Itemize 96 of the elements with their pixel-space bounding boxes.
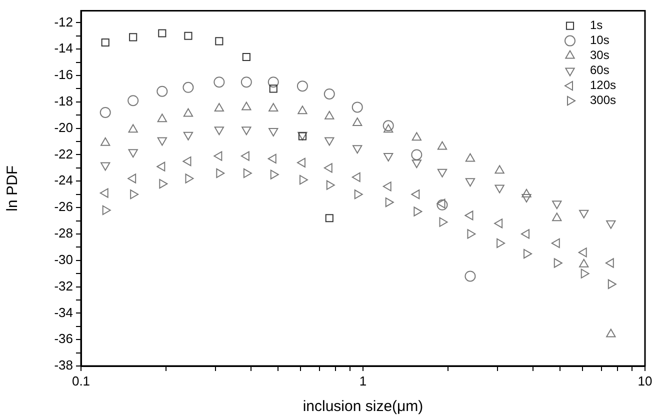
x-tick-label: 0.1 xyxy=(72,373,90,388)
point xyxy=(324,110,334,120)
point xyxy=(268,76,279,88)
point xyxy=(324,137,334,146)
y-tick-label: -14 xyxy=(54,40,73,56)
point xyxy=(494,218,503,228)
y-tick-label: -18 xyxy=(54,93,73,108)
point xyxy=(214,126,224,136)
point xyxy=(100,106,111,118)
y-tick-label: -26 xyxy=(54,199,73,214)
point xyxy=(579,258,589,268)
y-axis-title: ln PDF xyxy=(4,165,22,212)
point xyxy=(214,103,224,112)
point xyxy=(100,188,108,198)
point xyxy=(299,174,308,185)
point xyxy=(436,199,448,210)
point xyxy=(100,162,110,171)
point xyxy=(437,168,448,178)
point xyxy=(494,184,504,194)
y-tick-label: -20 xyxy=(54,120,73,135)
point xyxy=(467,229,476,239)
y-tick-label: -22 xyxy=(54,146,73,162)
point xyxy=(129,33,138,42)
point xyxy=(128,149,138,158)
point xyxy=(354,190,363,200)
legend-label: 30s xyxy=(590,48,610,62)
point xyxy=(352,118,362,126)
point xyxy=(551,238,560,248)
point xyxy=(382,182,392,192)
point xyxy=(158,29,166,38)
point xyxy=(324,88,335,100)
point xyxy=(326,180,335,190)
point xyxy=(606,220,616,229)
point xyxy=(268,103,278,112)
point xyxy=(185,174,194,184)
legend-label: 10s xyxy=(590,33,610,48)
point xyxy=(296,80,308,92)
point xyxy=(296,158,306,168)
point xyxy=(242,102,252,110)
point xyxy=(183,132,194,140)
point xyxy=(522,188,532,198)
y-tick-label: -16 xyxy=(54,67,73,82)
point xyxy=(240,76,252,88)
legend-label: 60s xyxy=(590,63,610,78)
point xyxy=(298,106,308,114)
point xyxy=(240,151,250,161)
point xyxy=(268,128,278,136)
point xyxy=(608,279,616,289)
point xyxy=(128,95,139,106)
y-tick-label: -32 xyxy=(54,278,73,294)
point xyxy=(156,162,166,172)
point xyxy=(183,108,194,117)
point xyxy=(100,137,110,146)
x-tick-label: 10 xyxy=(638,373,652,388)
point xyxy=(157,114,167,122)
point xyxy=(270,170,279,180)
point xyxy=(325,214,334,222)
point xyxy=(102,205,111,216)
point xyxy=(437,141,448,150)
point xyxy=(130,190,139,200)
legend-label: 1s xyxy=(590,18,603,32)
point xyxy=(439,217,448,227)
point xyxy=(214,151,222,161)
point xyxy=(524,248,532,259)
point xyxy=(182,82,194,93)
point xyxy=(101,38,110,47)
y-tick-label: -12 xyxy=(54,14,73,30)
point xyxy=(578,248,587,258)
point xyxy=(411,190,420,200)
point xyxy=(128,124,138,133)
point xyxy=(269,84,278,93)
y-tick-label: -34 xyxy=(54,304,73,320)
x-axis-title: inclusion size(μm) xyxy=(302,398,424,416)
legend-label: 120s xyxy=(590,78,616,92)
point xyxy=(579,210,589,218)
point xyxy=(156,86,168,97)
point xyxy=(352,145,362,154)
y-tick-label: -28 xyxy=(54,226,73,241)
y-tick-label: -36 xyxy=(54,331,73,346)
y-tick-label: -38 xyxy=(54,358,73,373)
point xyxy=(464,270,476,282)
point xyxy=(465,153,476,162)
point xyxy=(352,102,363,113)
point xyxy=(606,328,616,338)
x-tick-label: 1 xyxy=(359,373,367,388)
y-tick-label: -24 xyxy=(54,172,73,188)
point xyxy=(184,32,192,40)
point xyxy=(494,165,504,174)
point xyxy=(242,52,250,62)
point xyxy=(465,178,476,187)
point xyxy=(242,126,252,136)
y-tick-label: -30 xyxy=(54,252,73,267)
legend-label: 300s xyxy=(590,93,616,108)
point xyxy=(522,194,532,202)
point xyxy=(157,137,167,146)
point xyxy=(128,174,136,184)
